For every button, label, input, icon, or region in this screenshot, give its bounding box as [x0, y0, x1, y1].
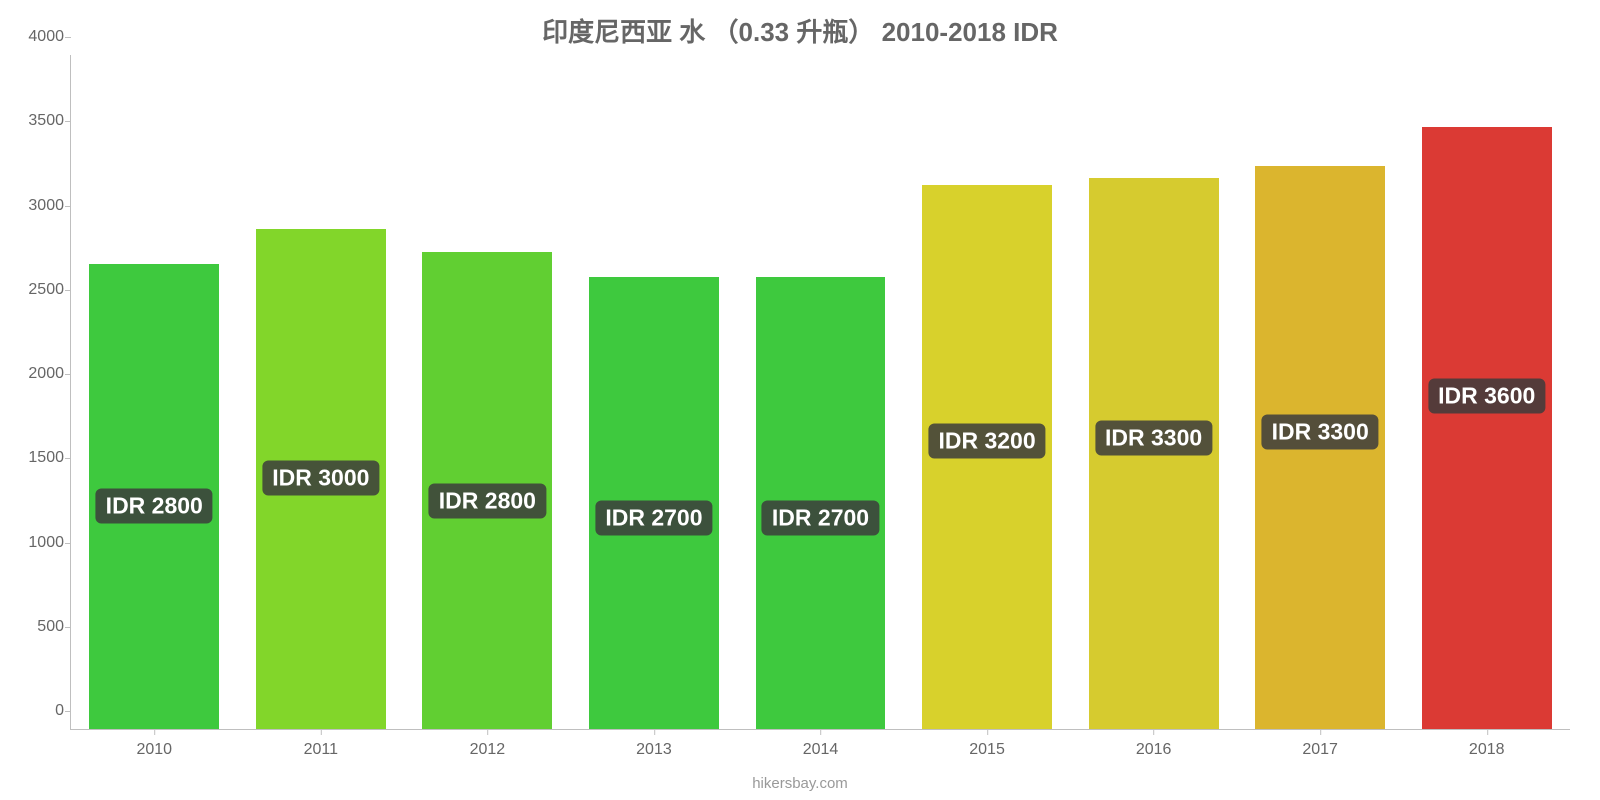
- x-tick-label: 2014: [803, 741, 839, 758]
- bar-value-label: IDR 3200: [928, 423, 1045, 458]
- x-tick-label: 2017: [1302, 741, 1338, 758]
- x-tick-label: 2012: [470, 741, 506, 758]
- bar-value-label: IDR 3600: [1428, 379, 1545, 414]
- bar-value-label: IDR 2800: [429, 483, 546, 518]
- x-tick: 2014: [803, 741, 839, 759]
- bar: IDR 3600: [1422, 127, 1552, 729]
- y-tick: 2000: [16, 365, 64, 383]
- x-tick-label: 2011: [304, 741, 338, 758]
- y-tick-label: 1500: [28, 449, 64, 466]
- bar-value-label: IDR 3000: [262, 460, 379, 495]
- y-tick-label: 1000: [28, 534, 64, 551]
- bar-value-label: IDR 2800: [96, 488, 213, 523]
- x-tick-label: 2010: [136, 741, 172, 758]
- bar-value-label: IDR 2700: [762, 500, 879, 535]
- x-tick-label: 2015: [969, 741, 1005, 758]
- x-tick: 2012: [470, 741, 506, 759]
- y-tick-label: 0: [55, 702, 64, 719]
- y-tick: 4000: [16, 28, 64, 46]
- y-tick-label: 2500: [28, 281, 64, 298]
- y-tick-label: 4000: [28, 28, 64, 45]
- chart-area: 050010001500200025003000350040002010IDR …: [70, 55, 1570, 730]
- bar: IDR 3300: [1255, 166, 1385, 729]
- y-tick-label: 500: [37, 618, 64, 635]
- y-tick: 1500: [16, 449, 64, 467]
- x-tick: 2016: [1136, 741, 1172, 759]
- x-tick: 2015: [969, 741, 1005, 759]
- x-tick-label: 2018: [1469, 741, 1505, 758]
- x-tick: 2017: [1302, 741, 1338, 759]
- y-tick: 500: [16, 618, 64, 636]
- x-tick: 2011: [304, 741, 338, 759]
- bar: IDR 3300: [1089, 178, 1219, 729]
- bar: IDR 2800: [89, 264, 219, 729]
- y-tick-label: 3000: [28, 197, 64, 214]
- bar-value-label: IDR 2700: [595, 500, 712, 535]
- bar-value-label: IDR 3300: [1095, 420, 1212, 455]
- bar: IDR 2700: [589, 277, 719, 729]
- y-tick-label: 2000: [28, 365, 64, 382]
- footer-credit: hikersbay.com: [0, 775, 1600, 792]
- bar-value-label: IDR 3300: [1262, 415, 1379, 450]
- plot-area: 050010001500200025003000350040002010IDR …: [70, 55, 1570, 730]
- bar: IDR 3000: [256, 229, 386, 729]
- y-tick: 3500: [16, 112, 64, 130]
- y-tick: 2500: [16, 281, 64, 299]
- bar: IDR 3200: [922, 185, 1052, 729]
- x-tick-label: 2013: [636, 741, 672, 758]
- x-tick: 2013: [636, 741, 672, 759]
- bar: IDR 2800: [422, 252, 552, 729]
- chart-title: 印度尼西亚 水 （0.33 升瓶） 2010-2018 IDR: [0, 0, 1600, 49]
- y-tick: 3000: [16, 197, 64, 215]
- y-tick: 0: [16, 702, 64, 720]
- y-tick: 1000: [16, 534, 64, 552]
- x-tick: 2010: [136, 741, 172, 759]
- y-tick-label: 3500: [28, 112, 64, 129]
- x-tick: 2018: [1469, 741, 1505, 759]
- bar: IDR 2700: [756, 277, 886, 729]
- x-tick-label: 2016: [1136, 741, 1172, 758]
